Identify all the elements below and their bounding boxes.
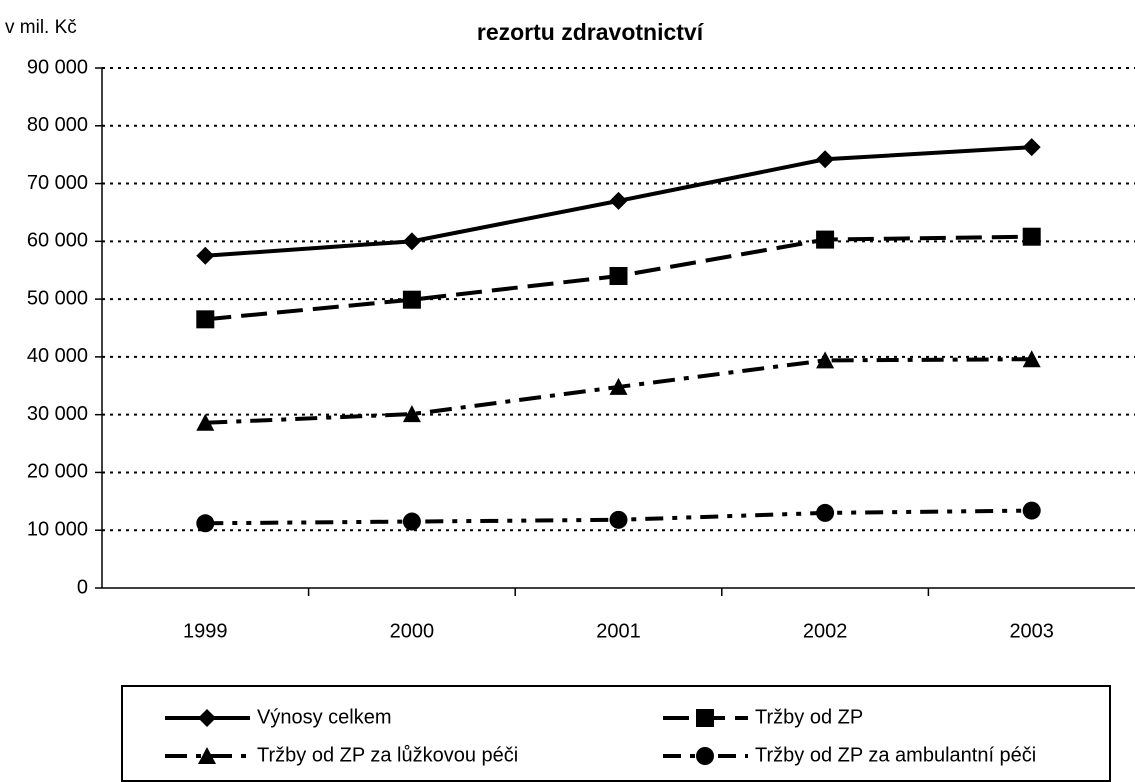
chart-title: rezortu zdravotnictví	[477, 19, 705, 45]
data-point	[196, 246, 215, 265]
data-point	[609, 377, 628, 395]
data-point	[609, 267, 628, 285]
x-tick-label: 2000	[390, 620, 435, 642]
legend-marker	[696, 709, 714, 727]
data-point	[816, 150, 835, 169]
y-tick-label: 40 000	[27, 345, 88, 367]
y-tick-label: 90 000	[27, 56, 88, 78]
legend-marker	[198, 709, 216, 727]
y-tick-label: 10 000	[27, 519, 88, 541]
legend-marker	[696, 747, 714, 765]
data-point	[609, 510, 628, 529]
data-point	[402, 512, 421, 531]
data-point	[1022, 350, 1041, 368]
data-point	[816, 230, 835, 249]
legend-label: Výnosy celkem	[257, 706, 392, 728]
data-point	[609, 191, 628, 210]
data-point	[1022, 501, 1041, 520]
data-point	[196, 514, 215, 533]
data-point	[402, 232, 421, 251]
y-tick-label: 0	[77, 576, 88, 598]
y-tick-label: 80 000	[27, 114, 88, 136]
legend-label: Tržby od ZP	[755, 706, 863, 728]
legend-label: Tržby od ZP za lůžkovou péči	[257, 744, 518, 766]
y-axis-label: v mil. Kč	[5, 17, 77, 38]
y-tick-label: 50 000	[27, 287, 88, 309]
y-tick-label: 60 000	[27, 230, 88, 252]
x-tick-label: 2002	[803, 620, 848, 642]
data-point	[816, 503, 835, 522]
data-point	[196, 413, 215, 431]
data-point	[816, 351, 835, 369]
x-tick-label: 2003	[1009, 620, 1054, 642]
legend-label: Tržby od ZP za ambulantní péči	[755, 744, 1036, 766]
legend-marker	[198, 747, 216, 764]
y-tick-label: 30 000	[27, 403, 88, 425]
y-tick-label: 20 000	[27, 461, 88, 483]
x-tick-label: 2001	[596, 620, 641, 642]
data-point	[196, 310, 215, 329]
data-point	[1022, 138, 1041, 157]
legend-box	[121, 685, 1111, 782]
data-point	[1022, 227, 1041, 246]
y-tick-label: 70 000	[27, 172, 88, 194]
data-point	[402, 405, 421, 423]
data-point	[402, 290, 421, 309]
x-tick-label: 1999	[183, 620, 228, 642]
